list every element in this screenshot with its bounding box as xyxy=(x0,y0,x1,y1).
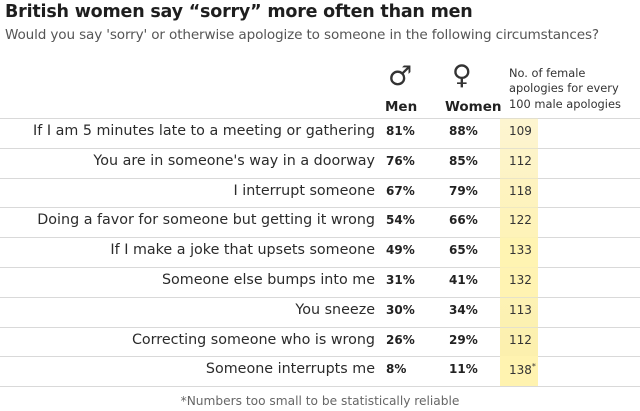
ratio-header-line-2: apologies for every xyxy=(509,81,619,96)
ratio-value: 109 xyxy=(509,124,532,138)
men-percent: 76% xyxy=(386,154,415,168)
circumstance-label: If I make a joke that upsets someone xyxy=(110,242,375,258)
men-percent: 49% xyxy=(386,243,415,257)
table-bottom-rule xyxy=(0,386,640,387)
women-percent: 85% xyxy=(449,154,478,168)
women-percent: 79% xyxy=(449,184,478,198)
row-divider xyxy=(0,207,640,208)
women-column-header: Women xyxy=(445,99,502,115)
men-column-header: Men xyxy=(385,99,418,115)
ratio-value: 118 xyxy=(509,184,532,198)
row-divider xyxy=(0,267,640,268)
women-percent: 34% xyxy=(449,303,478,317)
row-divider xyxy=(0,148,640,149)
men-percent: 31% xyxy=(386,273,415,287)
ratio-highlight xyxy=(500,297,538,327)
circumstance-label: You are in someone's way in a doorway xyxy=(93,153,375,169)
circumstance-label: I interrupt someone xyxy=(233,183,375,199)
ratio-value: 138* xyxy=(509,362,536,377)
men-percent: 8% xyxy=(386,362,407,376)
chart-subtitle: Would you say 'sorry' or otherwise apolo… xyxy=(5,27,599,43)
row-divider xyxy=(0,118,640,119)
ratio-value: 113 xyxy=(509,303,532,317)
ratio-value: 122 xyxy=(509,213,532,227)
ratio-number: 109 xyxy=(509,124,532,138)
ratio-highlight xyxy=(500,148,538,178)
ratio-highlight xyxy=(500,207,538,237)
ratio-number: 112 xyxy=(509,333,532,347)
circumstance-label: Doing a favor for someone but getting it… xyxy=(37,212,375,228)
men-percent: 81% xyxy=(386,124,415,138)
ratio-highlight xyxy=(500,327,538,357)
ratio-value: 133 xyxy=(509,243,532,257)
men-percent: 54% xyxy=(386,213,415,227)
ratio-number: 113 xyxy=(509,303,532,317)
ratio-value: 112 xyxy=(509,333,532,347)
row-divider xyxy=(0,356,640,357)
women-percent: 88% xyxy=(449,124,478,138)
circumstance-label: You sneeze xyxy=(295,302,375,318)
ratio-number: 132 xyxy=(509,273,532,287)
circumstance-label: Correcting someone who is wrong xyxy=(131,332,375,348)
women-percent: 65% xyxy=(449,243,478,257)
women-percent: 29% xyxy=(449,333,478,347)
ratio-highlight xyxy=(500,356,538,386)
ratio-number: 133 xyxy=(509,243,532,257)
row-divider xyxy=(0,327,640,328)
row-divider xyxy=(0,297,640,298)
ratio-number: 138 xyxy=(509,363,532,377)
men-percent: 67% xyxy=(386,184,415,198)
women-percent: 41% xyxy=(449,273,478,287)
circumstance-label: Someone interrupts me xyxy=(205,361,375,377)
circumstance-label: If I am 5 minutes late to a meeting or g… xyxy=(33,123,375,139)
chart-title: British women say “sorry” more often tha… xyxy=(5,2,473,22)
ratio-header-line-1: No. of female xyxy=(509,66,586,80)
ratio-value: 112 xyxy=(509,154,532,168)
row-divider xyxy=(0,237,640,238)
ratio-number: 112 xyxy=(509,154,532,168)
ratio-highlight xyxy=(500,267,538,297)
row-divider xyxy=(0,178,640,179)
ratio-footnote-mark: * xyxy=(531,362,536,371)
women-percent: 66% xyxy=(449,213,478,227)
ratio-highlight xyxy=(500,237,538,267)
female-icon: ♀ xyxy=(452,60,472,91)
ratio-number: 122 xyxy=(509,213,532,227)
circumstance-label: Someone else bumps into me xyxy=(161,272,375,288)
ratio-header-line-3: 100 male apologies xyxy=(509,96,621,111)
footnote: *Numbers too small to be statistically r… xyxy=(180,394,460,408)
ratio-number: 118 xyxy=(509,184,532,198)
ratio-value: 132 xyxy=(509,273,532,287)
ratio-highlight xyxy=(500,118,538,148)
ratio-highlight xyxy=(500,178,538,208)
men-percent: 30% xyxy=(386,303,415,317)
ratio-column-header: No. of female apologies for every 100 ma… xyxy=(509,66,637,112)
men-percent: 26% xyxy=(386,333,415,347)
women-percent: 11% xyxy=(449,362,478,376)
male-icon: ♂ xyxy=(388,61,413,92)
